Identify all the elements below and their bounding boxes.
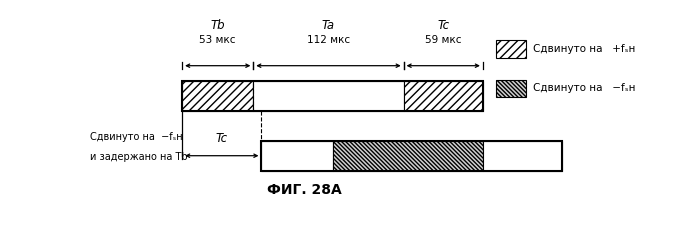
Text: Tb: Tb	[210, 20, 225, 32]
Text: 53 мкс: 53 мкс	[199, 35, 236, 45]
Text: 59 мкс: 59 мкс	[425, 35, 461, 45]
Text: и задержано на Tb: и задержано на Tb	[90, 152, 188, 162]
Bar	[261, 141, 333, 170]
Text: Ta: Ta	[322, 20, 335, 32]
Bar	[403, 81, 483, 111]
Text: Сдвинуто на   −fₛʜ: Сдвинуто на −fₛʜ	[533, 83, 635, 94]
Bar	[333, 141, 483, 170]
Text: ФИГ. 28А: ФИГ. 28А	[267, 183, 341, 197]
Bar	[261, 141, 562, 170]
Bar	[253, 81, 403, 111]
Bar	[182, 81, 483, 111]
Text: Сдвинуто на  −fₛʜ: Сдвинуто на −fₛʜ	[90, 132, 182, 142]
Bar	[483, 141, 562, 170]
Bar	[182, 81, 253, 111]
Text: Сдвинуто на   +fₛʜ: Сдвинуто на +fₛʜ	[533, 44, 635, 54]
Bar	[496, 40, 526, 58]
Text: Tc: Tc	[216, 132, 228, 145]
Bar	[496, 80, 526, 97]
Text: Tc: Tc	[437, 20, 449, 32]
Text: 112 мкс: 112 мкс	[307, 35, 350, 45]
